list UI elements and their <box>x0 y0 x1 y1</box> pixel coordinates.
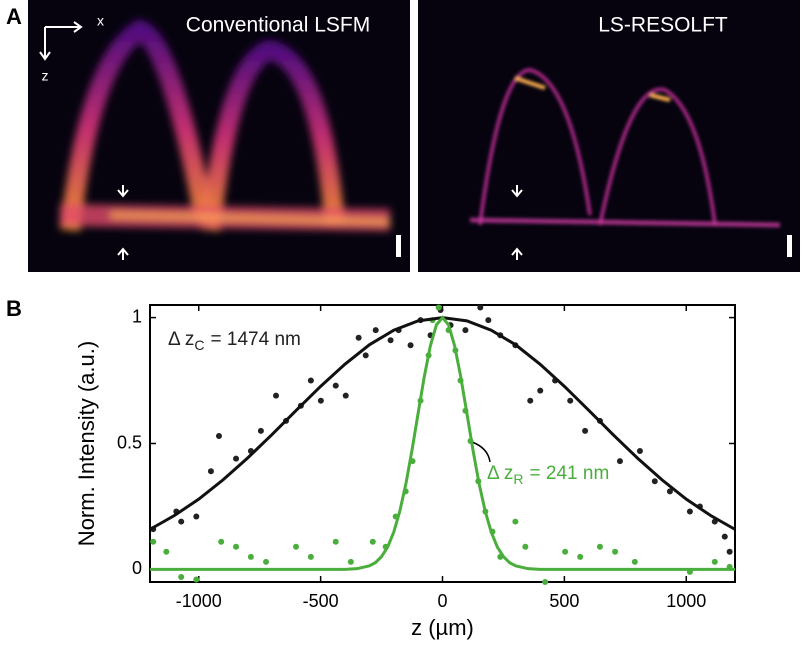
image-panel: LS-RESOLFT <box>418 0 800 272</box>
data-point <box>577 553 584 560</box>
annotation-part: R <box>513 471 523 487</box>
x-tick-label: 0 <box>437 591 447 611</box>
x-tick-label: 1000 <box>666 591 706 611</box>
data-point <box>355 334 362 341</box>
data-point <box>407 342 414 349</box>
annotation-part: Δ z <box>168 329 194 350</box>
x-tick-label: 500 <box>549 591 579 611</box>
data-point <box>233 543 240 550</box>
data-point <box>317 397 324 404</box>
panel-label: A <box>6 4 22 29</box>
data-point <box>273 392 280 399</box>
data-point <box>721 533 728 540</box>
data-point <box>612 548 619 555</box>
y-tick-label: 1 <box>132 306 142 326</box>
data-point <box>567 397 574 404</box>
y-tick-label: 0.5 <box>117 432 142 452</box>
annotation-part: Δ z <box>487 463 513 484</box>
fit-line <box>150 315 735 571</box>
data-point <box>435 304 442 311</box>
data-point <box>207 468 214 475</box>
image-title: Conventional LSFM <box>186 14 370 37</box>
data-point <box>562 548 569 555</box>
data-point <box>666 488 673 495</box>
annotation-part: = 1474 nm <box>211 329 301 350</box>
data-point <box>631 558 638 565</box>
annotation: Δ zC = 1474 nm <box>168 329 301 353</box>
data-point <box>362 352 369 359</box>
axis-indicator: x <box>97 13 104 29</box>
data-point <box>342 392 349 399</box>
y-tick-label: 0 <box>132 558 142 578</box>
data-point <box>372 327 379 334</box>
data-point <box>263 558 270 565</box>
annotation-part: C <box>194 337 204 353</box>
data-point <box>332 382 339 389</box>
data-point <box>193 576 200 583</box>
data-point <box>686 508 693 515</box>
data-point <box>150 538 157 545</box>
data-point <box>293 543 300 550</box>
annotation: Δ zR = 241 nm <box>487 463 609 487</box>
data-point <box>596 543 603 550</box>
data-point <box>247 553 254 560</box>
x-tick-label: -1000 <box>176 591 222 611</box>
data-point <box>233 455 240 462</box>
data-point <box>193 513 200 520</box>
data-point <box>257 427 264 434</box>
x-tick-label: -500 <box>303 591 339 611</box>
data-point <box>477 304 484 311</box>
annotation-part: = 241 nm <box>530 463 610 484</box>
y-axis-label: Norm. Intensity (a.u.) <box>74 341 99 546</box>
data-point <box>307 377 314 384</box>
axis-indicator: z <box>42 68 49 84</box>
chart: -1000 -500 0 500 1000 0 0.5 1 z (µm) Norm. Intens… <box>74 304 736 640</box>
data-point <box>462 327 469 334</box>
data-point <box>726 548 733 555</box>
panel-label: B <box>6 296 22 321</box>
data-point <box>485 317 492 324</box>
data-point <box>636 448 643 455</box>
data-point <box>651 478 658 485</box>
image-panel: Conventional LSFM x z <box>28 0 410 272</box>
data-point <box>537 387 544 394</box>
leader-line <box>471 441 491 463</box>
x-axis-label: z (µm) <box>411 615 474 640</box>
data-point <box>347 558 354 565</box>
data-point <box>522 543 529 550</box>
data-point <box>178 573 185 580</box>
data-point <box>616 458 623 465</box>
data-point <box>332 538 339 545</box>
data-point <box>542 579 549 585</box>
data-point <box>582 427 589 434</box>
data-point <box>218 538 225 545</box>
data-point <box>512 518 519 525</box>
data-point <box>163 548 170 555</box>
data-point <box>215 432 222 439</box>
data-point <box>178 518 185 525</box>
data-point <box>387 337 394 344</box>
image-title: LS-RESOLFT <box>598 14 728 37</box>
data-point <box>307 553 314 560</box>
data-point <box>369 538 376 545</box>
data-point <box>527 397 534 404</box>
data-point <box>711 558 718 565</box>
